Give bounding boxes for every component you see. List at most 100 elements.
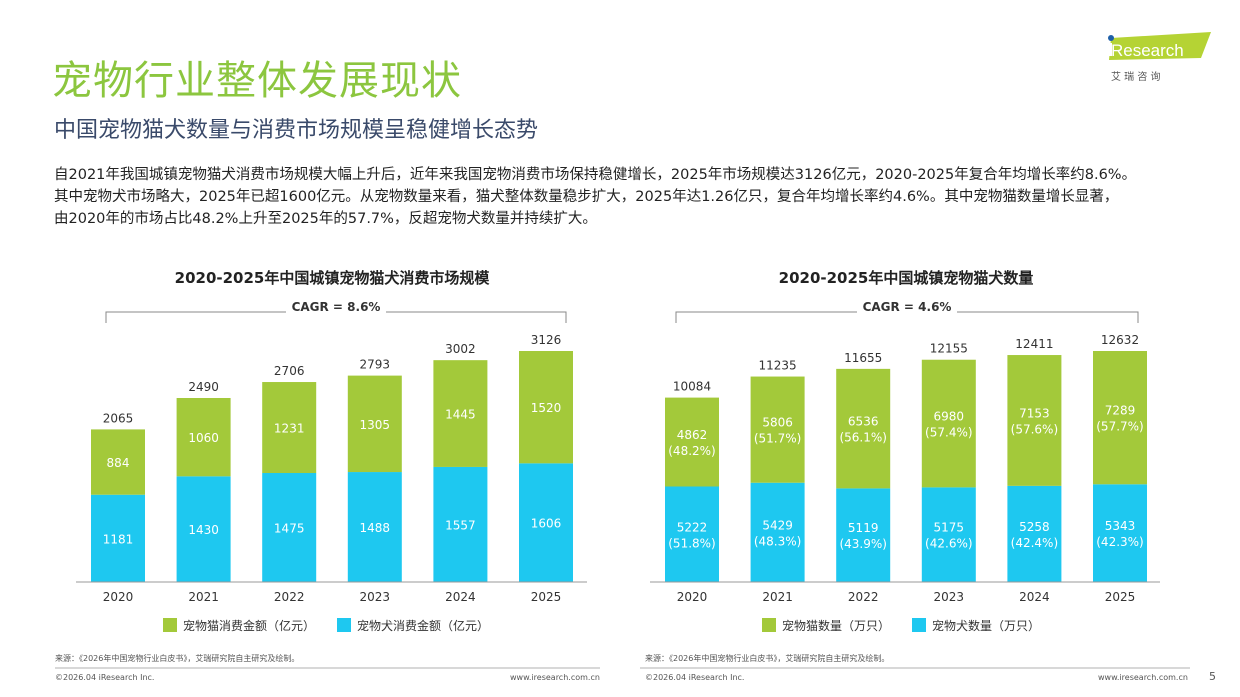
legend-swatch-cat [163,618,177,632]
data-label-total: 3002 [445,342,476,356]
summary-line-2: 其中宠物犬市场略大，2025年已超1600亿元。从宠物数量来看，猫犬整体数量稳步… [54,189,1119,205]
x-tick-label: 2020 [677,590,708,604]
legend-label-dog: 宠物犬消费金额（亿元） [357,618,489,633]
x-tick-label: 2023 [360,590,391,604]
x-tick-label: 2021 [762,590,793,604]
data-label-cat-share: (57.7%) [1096,420,1143,434]
data-label-cat: 1520 [531,401,562,415]
data-label-cat-share: (56.1%) [839,431,886,445]
data-label-dog: 1606 [531,517,562,531]
source-right: 来源：《2026年中国宠物行业白皮书》，艾瑞研究院自主研究及绘制。 [645,654,890,663]
x-tick-label: 2023 [934,590,965,604]
x-tick-label: 2024 [445,590,476,604]
data-label-cat: 1445 [445,408,476,422]
data-label-dog-share: (42.3%) [1096,535,1143,549]
summary-line-1: 自2021年我国城镇宠物猫犬消费市场规模大幅上升后，近年来我国宠物消费市场保持稳… [54,167,1137,183]
chart-title-market: 2020-2025年中国城镇宠物猫犬消费市场规模 [174,269,490,287]
data-label-dog: 5222 [677,520,708,534]
data-label-total: 11235 [759,359,797,373]
bar-cat [347,375,402,473]
data-label-cat: 1231 [274,422,305,436]
bar-cat [262,382,317,474]
bar-dog [1093,484,1147,582]
bar-cat [519,351,573,464]
data-label-total: 12632 [1101,333,1139,347]
bar-dog [1007,485,1062,582]
data-label-dog-share: (48.3%) [754,534,801,548]
data-label-dog-share: (42.4%) [1011,536,1058,550]
x-tick-label: 2025 [1105,590,1136,604]
data-label-dog-share: (42.6%) [925,537,972,551]
divider [55,667,600,669]
legend-label-dog: 宠物犬数量（万只） [932,618,1040,633]
bar-dog [665,486,719,582]
website: www.iresearch.com.cn [1098,673,1188,682]
bar-dog [750,482,805,582]
bar-dog [921,487,976,582]
bar-cat [1007,355,1062,486]
data-label-cat-share: (57.6%) [1011,422,1058,436]
summary-line-3: 由2020年的市场占比48.2%上升至2025年的57.7%，反超宠物犬数量并持… [54,211,597,227]
x-tick-label: 2022 [274,590,305,604]
data-label-dog: 5258 [1019,520,1050,534]
bar-cat [176,397,231,477]
bar-dog [433,466,488,582]
cagr-label: CAGR = 8.6% [292,300,381,314]
divider [640,667,1190,669]
bar-cat [836,368,891,489]
data-label-cat: 1305 [360,418,391,432]
svg-text:Research: Research [1111,41,1184,60]
data-label-cat-share: (57.4%) [925,426,972,440]
copyright: ©2026.04 iResearch Inc. [645,673,745,682]
legend-label-cat: 宠物猫消费金额（亿元） [183,618,315,633]
data-label-total: 12411 [1015,337,1053,351]
data-label-cat-share: (51.7%) [754,432,801,446]
data-label-dog: 5119 [848,521,879,535]
data-label-cat: 1060 [188,431,219,445]
data-label-total: 3126 [531,333,562,347]
data-label-cat: 7153 [1019,406,1050,420]
page-subtitle: 中国宠物猫犬数量与消费市场规模呈稳健增长态势 [54,118,539,143]
bar-dog [176,476,231,582]
data-label-cat: 4862 [677,428,708,442]
copyright: ©2026.04 iResearch Inc. [55,673,155,682]
data-label-dog: 5429 [762,518,793,532]
bar-cat [750,376,805,483]
bar-cat [1093,351,1147,485]
legend-swatch-dog [337,618,351,632]
x-tick-label: 2021 [188,590,219,604]
data-label-dog: 1475 [274,522,305,536]
legend-swatch-cat [762,618,776,632]
bar-cat [921,359,976,488]
x-tick-label: 2025 [531,590,562,604]
data-label-total: 11655 [844,351,882,365]
data-label-total: 2706 [274,364,305,378]
data-label-dog: 1181 [103,532,134,546]
page-title: 宠物行业整体发展现状 [52,58,462,104]
data-label-total: 2490 [188,380,219,394]
data-label-dog: 1430 [188,523,219,537]
data-label-cat: 884 [107,456,130,470]
x-tick-label: 2024 [1019,590,1050,604]
page-number: 5 [1209,670,1216,683]
data-label-dog: 5175 [934,521,965,535]
data-label-cat-share: (48.2%) [668,444,715,458]
cagr-bracket [105,311,567,323]
svg-text:艾 瑞 咨 询: 艾 瑞 咨 询 [1111,70,1161,83]
source-left: 来源：《2026年中国宠物行业白皮书》，艾瑞研究院自主研究及绘制。 [55,654,300,663]
iresearch-logo: Research 艾 瑞 咨 询 [1103,30,1213,86]
data-label-dog: 1488 [360,521,391,535]
data-label-cat: 7289 [1105,404,1136,418]
x-tick-label: 2022 [848,590,879,604]
bar-dog [347,472,402,582]
chart-title-count: 2020-2025年中国城镇宠物猫犬数量 [778,269,1034,287]
legend-label-cat: 宠物猫数量（万只） [782,618,890,633]
data-label-total: 2065 [103,411,134,425]
legend-swatch-dog [912,618,926,632]
data-label-cat: 6980 [934,410,965,424]
x-tick-label: 2020 [103,590,134,604]
bar-cat [91,429,145,495]
data-label-total: 10084 [673,380,711,394]
